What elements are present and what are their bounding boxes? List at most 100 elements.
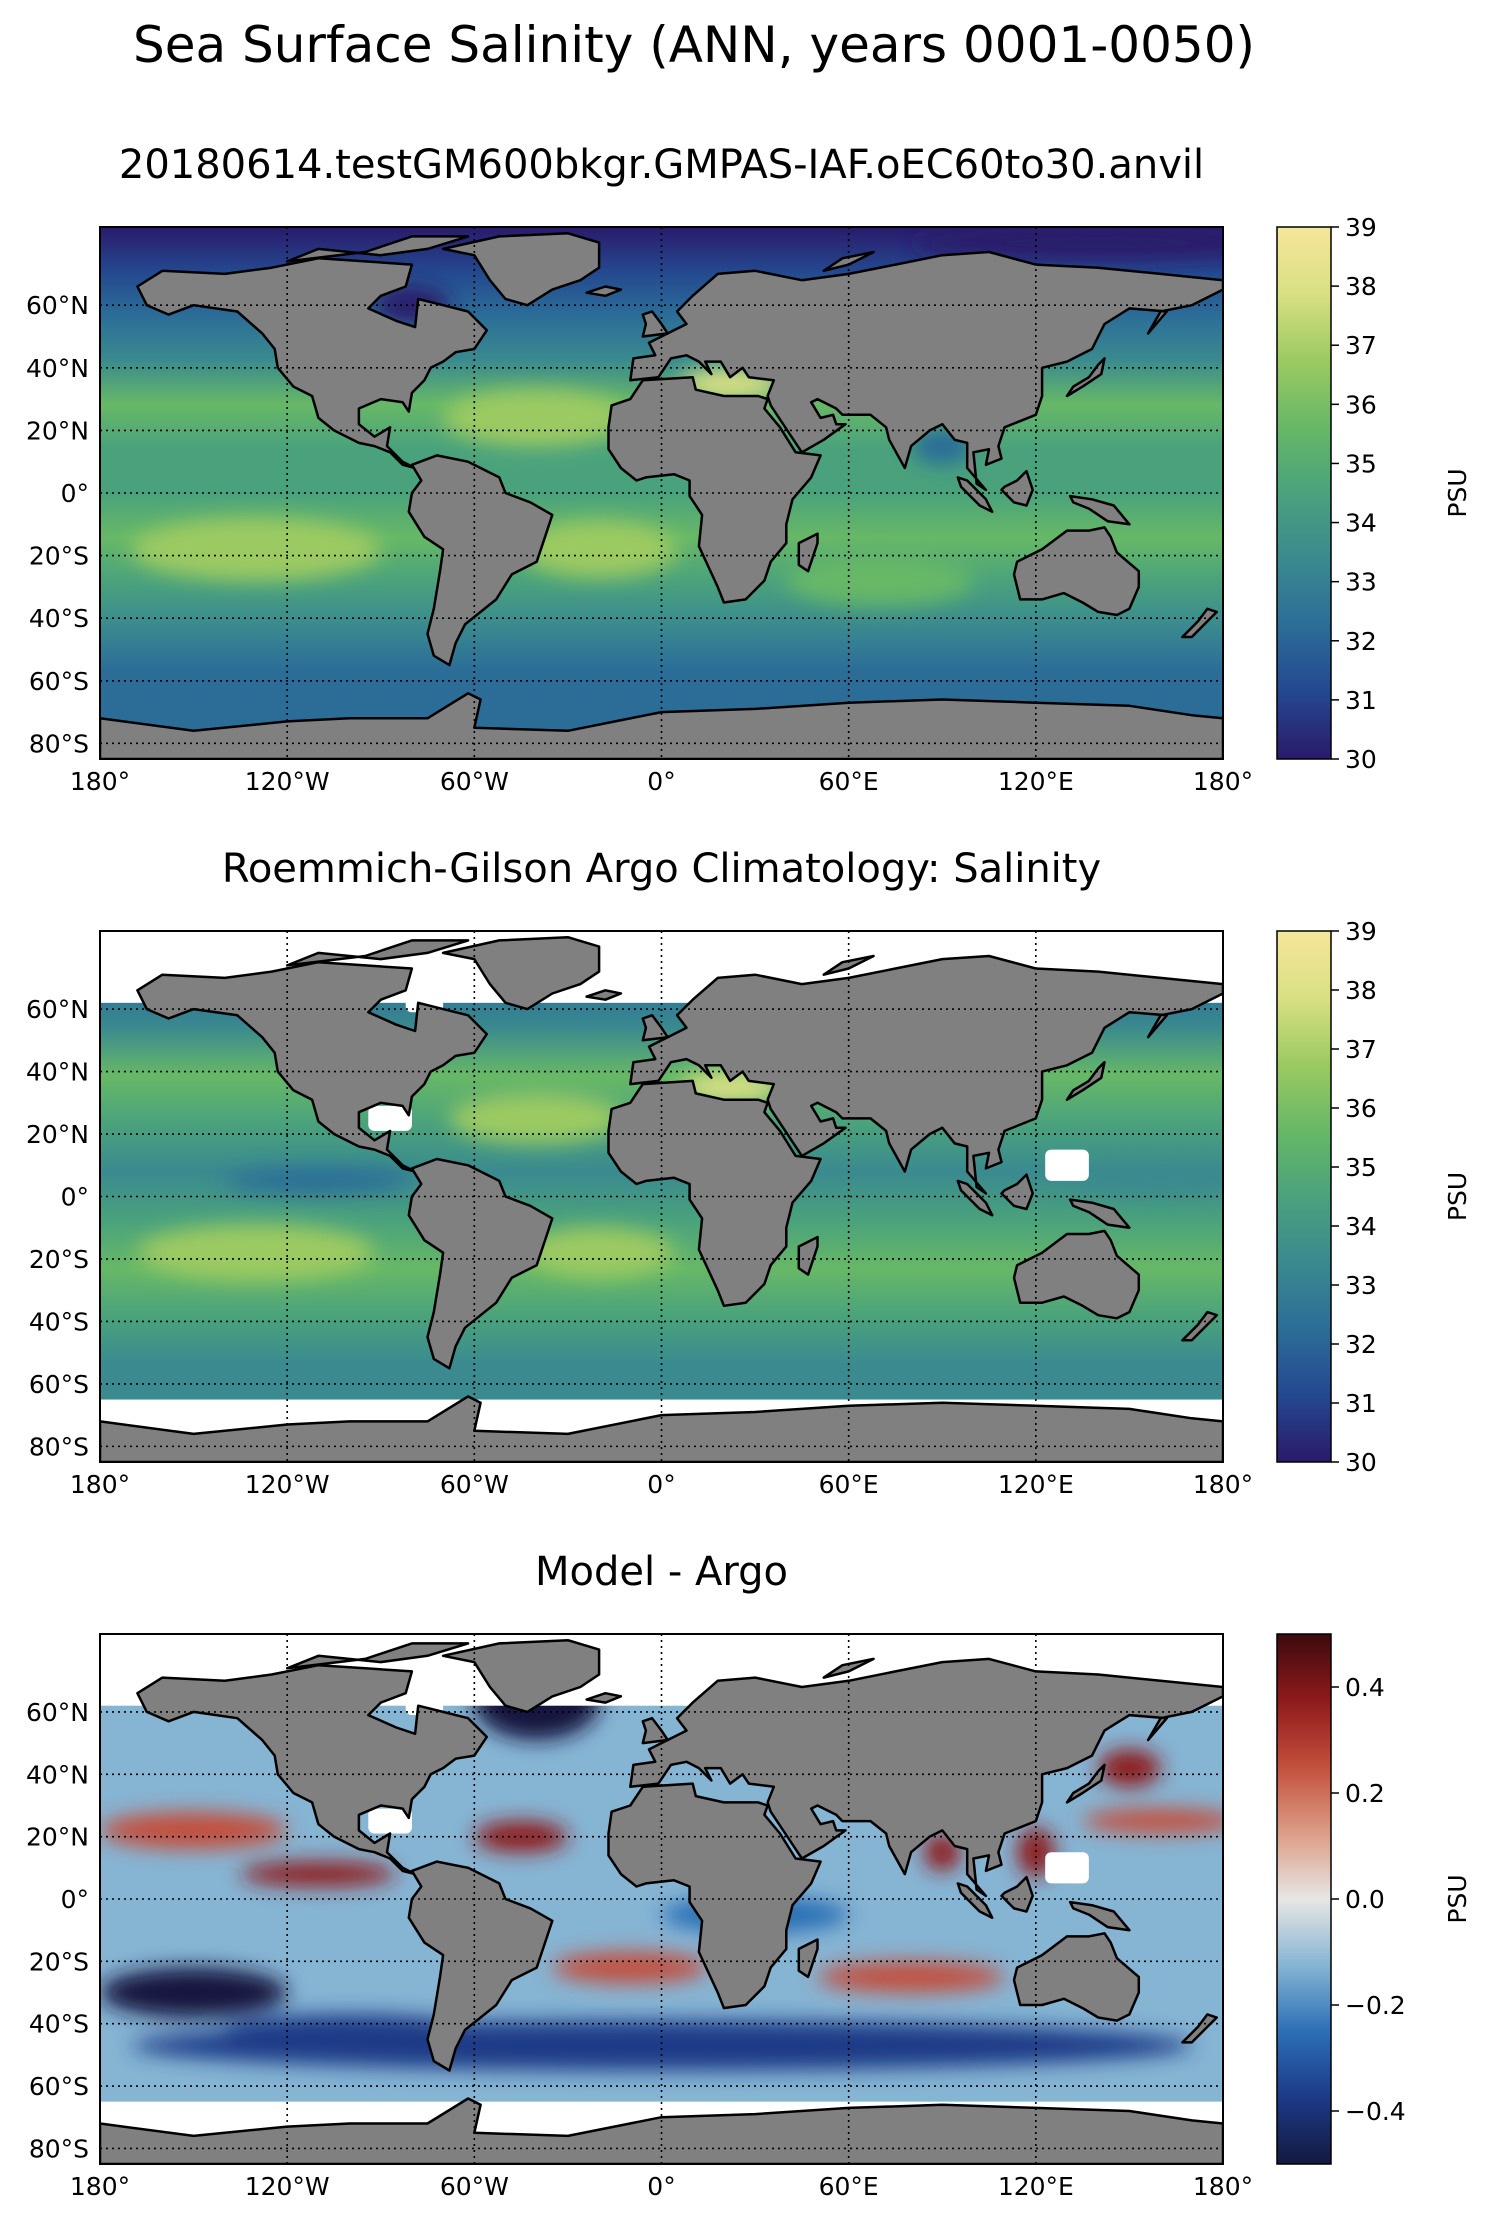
- difference-anomaly: [1082, 1808, 1223, 1834]
- colorbar-tick-label: 37: [1345, 1035, 1377, 1064]
- land-japan: [1065, 1763, 1106, 1804]
- salinity-feature: [137, 1224, 375, 1281]
- colorbar-tick-label: 30: [1345, 1448, 1377, 1477]
- panel-model: 20180614.testGM600bkgr.GMPAS-IAF.oEC60to…: [26, 142, 1472, 796]
- panel-diff: Model - Argo 180° 120°W 60°W 0° 60°E 120°E 180°…: [26, 1549, 1472, 2201]
- land-eurasia: [629, 250, 1223, 492]
- longitude-tick-label: 60°E: [819, 1470, 879, 1499]
- land-japan: [1065, 357, 1106, 398]
- land-eurasia: [629, 1657, 1223, 1898]
- panel-title: 20180614.testGM600bkgr.GMPAS-IAF.oEC60to…: [119, 142, 1204, 188]
- land-north-america: [136, 960, 489, 1173]
- land-south-america: [407, 1860, 554, 2072]
- colorbar-tick-label: 34: [1345, 509, 1377, 538]
- land-new-zealand: [1181, 1310, 1219, 1342]
- land-new-guinea: [1068, 1900, 1131, 1932]
- latitude-tick-label: 20°N: [26, 1120, 89, 1149]
- land-greenland: [441, 1638, 601, 1714]
- longitude-tick-label: 120°W: [245, 2172, 330, 2201]
- colorbar: 39 38 37 36 35 34 33 32 31 30 PSU: [1276, 917, 1472, 1477]
- land-antarctica: [100, 2097, 1223, 2164]
- longitude-tick-label: 180°: [70, 767, 130, 796]
- land-sumatra: [956, 1179, 994, 1217]
- colorbar-tick-label: 31: [1345, 1389, 1377, 1418]
- land-arctic-islands: [285, 939, 470, 967]
- salinity-feature: [224, 1168, 412, 1194]
- longitude-tick-label: 180°: [1193, 1470, 1253, 1499]
- difference-anomaly: [240, 1861, 397, 1887]
- longitude-tick-label: 60°W: [440, 1470, 509, 1499]
- latitude-tick-label: 80°S: [29, 729, 89, 758]
- colorbar-tick-label: 35: [1345, 449, 1377, 478]
- land-eurasia: [629, 954, 1223, 1195]
- salinity-feature: [1067, 1168, 1223, 1194]
- land-svalbard-novaya: [822, 954, 875, 976]
- land-borneo: [1000, 1173, 1034, 1211]
- longitude-tick-label: 180°: [1193, 767, 1253, 796]
- colorbar-tick-label: 36: [1345, 390, 1377, 419]
- latitude-tick-label: 40°S: [29, 2010, 89, 2039]
- difference-anomaly: [1098, 1749, 1161, 1787]
- land-borneo: [1000, 1875, 1034, 1913]
- colorbar-tick-label: 37: [1345, 331, 1377, 360]
- land-iceland: [585, 285, 623, 298]
- land-arctic-islands: [285, 235, 470, 263]
- latitude-tick-label: 60°S: [29, 1370, 89, 1399]
- colorbar: 39 38 37 36 35 34 33 32 31 30 PSU: [1276, 213, 1472, 774]
- colorbar-tick-label: 33: [1345, 568, 1377, 597]
- colorbar-tick-label: 0.2: [1345, 1779, 1385, 1808]
- latitude-tick-label: 20°S: [29, 1245, 89, 1274]
- colorbar-tick-label: 39: [1345, 917, 1377, 946]
- difference-anomaly: [100, 1811, 288, 1850]
- land-south-america: [407, 454, 554, 667]
- salinity-feature: [786, 555, 974, 606]
- land-north-america: [136, 1663, 489, 1876]
- missing-data-region: [368, 1808, 412, 1834]
- salinity-feature: [443, 389, 631, 447]
- latitude-tick-label: 0°: [61, 479, 89, 508]
- land-borneo: [1000, 469, 1034, 507]
- land-south-america: [407, 1157, 554, 1370]
- salinity-feature: [131, 518, 381, 581]
- longitude-tick-label: 0°: [647, 1470, 675, 1499]
- land-madagascar: [797, 532, 819, 573]
- salinity-feature: [524, 1227, 674, 1278]
- land-arctic-islands: [285, 1642, 470, 1670]
- difference-anomaly: [817, 1961, 1005, 1993]
- latitude-tick-label: 0°: [61, 1183, 89, 1212]
- land-madagascar: [797, 1235, 819, 1276]
- missing-data-region: [1045, 1149, 1089, 1181]
- colorbar-tick-label: 33: [1345, 1271, 1377, 1300]
- land-australia: [1012, 1229, 1141, 1320]
- latitude-tick-label: 40°S: [29, 1307, 89, 1336]
- colorbar-tick-label: 0.0: [1345, 1885, 1385, 1914]
- land-svalbard-novaya: [822, 1657, 875, 1679]
- colorbar-tick-label: 32: [1345, 1330, 1377, 1359]
- longitude-tick-label: 180°: [70, 2172, 130, 2201]
- map-field: [100, 227, 1223, 759]
- latitude-tick-label: 80°S: [29, 2134, 89, 2163]
- colorbar-tick-label: 38: [1345, 272, 1377, 301]
- latitude-tick-label: 40°N: [26, 354, 89, 383]
- land-new-zealand: [1181, 2013, 1219, 2044]
- colorbar-tick-label: −0.4: [1345, 2097, 1406, 2126]
- land-greenland: [441, 935, 601, 1011]
- longitude-tick-label: 60°E: [819, 767, 879, 796]
- longitude-tick-label: 0°: [647, 767, 675, 796]
- land-africa: [607, 1079, 822, 1308]
- colorbar-label: PSU: [1443, 1172, 1472, 1221]
- land-madagascar: [797, 1938, 819, 1979]
- panel-title: Roemmich-Gilson Argo Climatology: Salini…: [222, 846, 1101, 892]
- longitude-tick-label: 60°E: [819, 2172, 879, 2201]
- land-sumatra: [956, 1882, 994, 1919]
- latitude-tick-label: 20°N: [26, 1823, 89, 1852]
- colorbar-tick-label: 36: [1345, 1094, 1377, 1123]
- land-australia: [1012, 526, 1141, 617]
- longitude-tick-label: 120°W: [245, 767, 330, 796]
- land-north-america: [136, 257, 489, 470]
- difference-anomaly: [100, 1967, 288, 2018]
- land-new-guinea: [1068, 494, 1131, 526]
- map-frame: [99, 1633, 1224, 2165]
- colorbar-tick-label: 38: [1345, 976, 1377, 1005]
- colorbar-tick-label: −0.2: [1345, 1991, 1406, 2020]
